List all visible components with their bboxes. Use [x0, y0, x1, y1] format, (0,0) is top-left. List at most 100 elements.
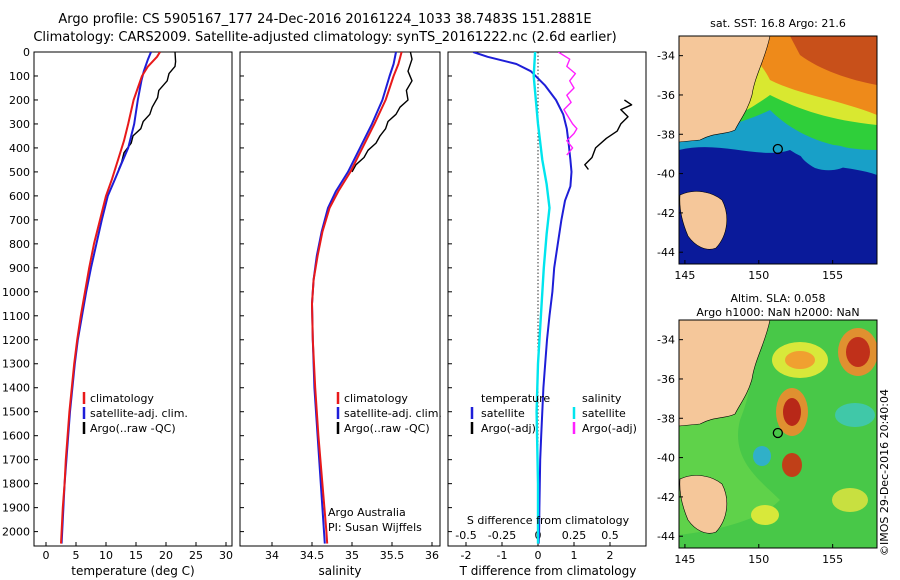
salinity-xlabel: salinity — [318, 564, 361, 578]
sst-argo-marker — [772, 143, 784, 155]
lat-tick-label: -40 — [657, 168, 675, 181]
lat-tick-label: -42 — [657, 207, 675, 220]
climatology-temperature-line — [60, 52, 161, 544]
y-tick-label: 1400 — [2, 382, 30, 395]
temperature-diff-argo-line — [584, 99, 633, 170]
lat-tick-label: -44 — [657, 530, 675, 543]
temperature-x-tick-label: 20 — [159, 549, 173, 562]
y-tick-label: 400 — [9, 142, 30, 155]
legend-satellite-label: satellite-adj. clim. — [90, 407, 188, 420]
legend-climatology-label: climatology — [90, 392, 154, 405]
lat-tick-label: -44 — [657, 246, 675, 259]
sst-land-tasmania — [679, 191, 728, 250]
lat-tick-label: -34 — [657, 334, 675, 347]
sla-argo-marker — [772, 427, 784, 439]
lat-tick-label: -40 — [657, 452, 675, 465]
salinity-x-tick-label: 36 — [425, 549, 439, 562]
lat-tick-label: -36 — [657, 373, 675, 386]
sla-anomaly-yellow-2 — [832, 488, 868, 512]
y-tick-label: 1900 — [2, 502, 30, 515]
lon-tick-label: 145 — [674, 553, 695, 566]
sla-anomaly-orange-1 — [785, 351, 815, 369]
y-tick-label: 1700 — [2, 454, 30, 467]
salinity-x-tick-label: 35 — [345, 549, 359, 562]
temperature-x-tick-label: 25 — [189, 549, 203, 562]
temperature-x-tick-label: 0 — [43, 549, 50, 562]
legend-temperature-title: temperature — [481, 392, 550, 405]
sla-anomaly-red-3 — [782, 453, 802, 477]
lon-tick-label: 150 — [748, 269, 769, 282]
salinity-diff-x-tick-label: 0.5 — [601, 529, 619, 542]
lat-tick-label: -38 — [657, 412, 675, 425]
difference-axes-frame — [447, 51, 647, 547]
salinity-x-tick-label: 34.5 — [300, 549, 325, 562]
y-tick-label: 300 — [9, 118, 30, 131]
sla-anomaly-cyan-2 — [753, 446, 771, 466]
temperature-x-tick-label: 15 — [129, 549, 143, 562]
lon-tick-label: 145 — [674, 269, 695, 282]
salinity-diff-argo-line — [557, 52, 578, 156]
sla-map-frame — [678, 319, 878, 549]
temperature-legend: climatology satellite-adj. clim. Argo(..… — [82, 392, 188, 435]
difference-panel: -2 -1 0 1 2-0.5 -0.25 0 0.25 0.5 S difference fr… — [447, 51, 647, 578]
lat-tick-label: -36 — [657, 89, 675, 102]
sst-map: -34 -36 -38 -40 -42 -44 145 150 155 — [657, 35, 878, 282]
y-tick-label: 100 — [9, 70, 30, 83]
y-tick-label: 1200 — [2, 334, 30, 347]
pi-annotation: PI: Susan Wijffels — [328, 521, 422, 534]
legend-argo-label: Argo(..raw -QC) — [90, 422, 176, 435]
temperature-diff-x-tick-label: 1 — [571, 549, 578, 562]
y-tick-label: 700 — [9, 214, 30, 227]
sla-map-title-line1: Altim. SLA: 0.058 — [730, 292, 826, 305]
legend-climatology-label: climatology — [344, 392, 408, 405]
temperature-diff-satellite-line — [472, 52, 573, 544]
difference-legend: temperature satellite Argo(-adj) salinit… — [470, 392, 637, 435]
sla-anomaly-red-1 — [846, 337, 870, 367]
legend-t-satellite-label: satellite — [481, 407, 525, 420]
sst-map-title: sat. SST: 16.8 Argo: 21.6 — [710, 17, 846, 30]
difference-xlabel-top: S difference from climatology — [467, 514, 630, 527]
lon-tick-label: 155 — [822, 269, 843, 282]
sla-anomaly-red-2 — [783, 398, 801, 426]
salinity-diff-x-tick-label: -0.5 — [455, 529, 476, 542]
temperature-diff-x-tick-label: 0 — [535, 549, 542, 562]
lat-tick-label: -34 — [657, 50, 675, 63]
salinity-panel: 34 34.5 35 35.5 36 salinity climatology sate… — [239, 51, 442, 578]
salinity-diff-x-tick-label: 0.25 — [562, 529, 587, 542]
salinity-diff-x-tick-label: -0.25 — [488, 529, 516, 542]
y-tick-label: 2000 — [2, 526, 30, 539]
legend-s-argo-label: Argo(-adj) — [582, 422, 637, 435]
figure-title-line1: Argo profile: CS 5905167_177 24-Dec-2016… — [58, 12, 592, 27]
temperature-diff-x-tick-label: -2 — [461, 549, 472, 562]
y-tick-label: 0 — [23, 46, 30, 59]
sst-map-frame — [678, 35, 878, 265]
sla-land-tasmania — [679, 475, 728, 534]
y-tick-label: 1000 — [2, 286, 30, 299]
temperature-xlabel: temperature (deg C) — [71, 564, 194, 578]
temperature-panel: 0100200300400500600700800900100011001200… — [2, 46, 233, 578]
legend-argo-label: Argo(..raw -QC) — [344, 422, 430, 435]
legend-satellite-label: satellite-adj. clim. — [344, 407, 442, 420]
sla-map-title-line2: Argo h1000: NaN h2000: NaN — [696, 306, 860, 319]
temperature-diff-x-tick-label: -1 — [497, 549, 508, 562]
lat-tick-label: -42 — [657, 491, 675, 504]
argo-program-annotation: Argo Australia — [328, 506, 406, 519]
y-tick-label: 600 — [9, 190, 30, 203]
salinity-x-tick-label: 35.5 — [380, 549, 405, 562]
figure-title-line2: Climatology: CARS2009. Satellite-adjuste… — [33, 30, 617, 45]
legend-t-argo-label: Argo(-adj) — [481, 422, 536, 435]
sla-anomaly-yellow-3 — [751, 505, 779, 525]
y-tick-label: 1800 — [2, 478, 30, 491]
y-tick-label: 1500 — [2, 406, 30, 419]
temperature-diff-x-tick-label: 2 — [607, 549, 614, 562]
y-tick-label: 800 — [9, 238, 30, 251]
temperature-x-tick-label: 30 — [219, 549, 233, 562]
legend-salinity-title: salinity — [582, 392, 622, 405]
sla-map: -34 -36 -38 -40 -42 -44 145 150 155 — [657, 319, 878, 566]
lat-tick-label: -38 — [657, 128, 675, 141]
lon-tick-label: 150 — [748, 553, 769, 566]
salinity-legend: climatology satellite-adj. clim. Argo(..… — [336, 392, 442, 435]
y-tick-label: 1100 — [2, 310, 30, 323]
sst-land-mainland — [679, 36, 771, 143]
imos-credit: ©IMOS 29-Dec-2016 20:40:04 — [878, 389, 891, 556]
